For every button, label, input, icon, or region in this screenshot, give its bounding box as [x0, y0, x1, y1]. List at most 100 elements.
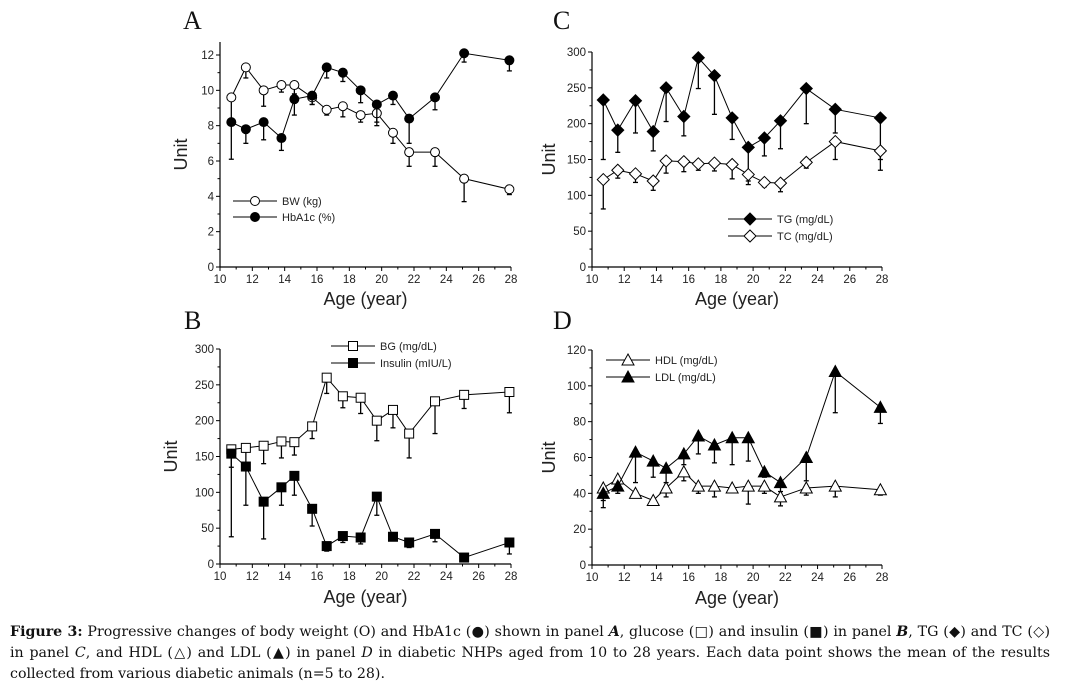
x-axis-label: Age (year): [323, 587, 407, 607]
caption-part: O: [358, 624, 371, 640]
data-point: [240, 442, 251, 453]
data-point: [646, 493, 661, 506]
data-point: [676, 446, 691, 460]
data-point: [725, 111, 739, 125]
data-point: [677, 109, 691, 124]
x-tick-label: 24: [440, 571, 453, 583]
data-point: [799, 81, 813, 96]
data-point: [596, 172, 610, 187]
data-point: [289, 94, 300, 105]
data-point: [240, 124, 251, 135]
data-point: [307, 503, 318, 514]
data-point: [430, 92, 441, 103]
y-tick-label: 2: [208, 227, 214, 239]
series-line: [603, 141, 881, 184]
data-point: [628, 486, 643, 499]
panel-letter-c: C: [553, 6, 571, 35]
legend-label: Insulin (mIU/L): [380, 358, 452, 370]
x-tick-label: 16: [682, 572, 695, 584]
y-tick-label: 40: [573, 488, 586, 500]
data-point: [611, 123, 625, 137]
panel-letter-a: A: [183, 6, 202, 35]
data-point: [371, 415, 382, 426]
data-point: [504, 184, 515, 195]
data-point: [289, 80, 300, 91]
y-tick-label: 200: [195, 416, 214, 428]
caption-text: Progressive changes of body weight (O) a…: [10, 624, 1050, 682]
data-point: [240, 62, 251, 73]
caption-part: △: [172, 645, 187, 661]
data-point: [404, 113, 415, 124]
data-point: [504, 55, 515, 66]
x-axis-label: Age (year): [323, 289, 407, 309]
y-tick-label: 0: [208, 559, 214, 571]
x-tick-label: 10: [214, 274, 227, 286]
y-axis-label: Unit: [161, 440, 181, 472]
data-point: [828, 364, 843, 377]
data-point: [430, 147, 441, 158]
x-tick-label: 26: [472, 571, 485, 583]
data-point: [321, 62, 332, 73]
data-point: [289, 437, 300, 448]
data-point: [258, 85, 269, 96]
data-point: [691, 157, 706, 171]
data-point: [677, 154, 691, 169]
data-point: [307, 90, 318, 101]
data-point: [459, 389, 470, 400]
data-point: [226, 92, 237, 103]
data-point: [226, 117, 237, 128]
data-point: [773, 489, 788, 503]
data-point: [828, 102, 842, 117]
x-tick-label: 24: [440, 274, 453, 286]
data-point: [504, 387, 515, 397]
y-tick-label: 20: [573, 524, 586, 536]
data-point: [321, 104, 332, 115]
legend-label: HbA1c (%): [282, 212, 335, 224]
series-bw: [226, 62, 515, 203]
caption-part: , glucose (: [619, 624, 695, 640]
figure: A C B D 10 12 14 16 18 20 22 24 26 28 0 2 4 6 8 10 12 Age…: [161, 6, 888, 608]
x-tick-label: 20: [747, 572, 760, 584]
data-point: [430, 396, 441, 407]
data-point: [371, 99, 382, 110]
y-tick-label: 100: [567, 381, 586, 393]
data-point: [676, 464, 691, 478]
legend-marker: [743, 212, 757, 226]
data-point: [757, 131, 772, 145]
x-tick-label: 28: [505, 274, 518, 286]
data-point: [646, 124, 660, 139]
series-ldl: [596, 364, 888, 509]
x-tick-label: 16: [682, 274, 695, 286]
x-tick-label: 20: [747, 274, 760, 286]
data-point: [757, 479, 772, 492]
caption-part: A: [608, 624, 620, 640]
x-tick-label: 26: [843, 274, 856, 286]
legend-label: LDL (mg/dL): [655, 372, 716, 384]
y-tick-label: 150: [567, 155, 586, 167]
x-tick-label: 14: [650, 572, 663, 584]
caption-part: , and HDL (: [85, 645, 173, 661]
data-point: [725, 157, 739, 172]
y-tick-label: 4: [208, 191, 215, 203]
x-tick-label: 12: [618, 572, 631, 584]
data-point: [659, 154, 673, 168]
x-tick-label: 12: [246, 274, 259, 286]
caption-part: ) and TC (: [960, 624, 1033, 640]
y-tick-label: 300: [195, 344, 214, 356]
x-tick-label: 12: [246, 571, 259, 583]
data-point: [741, 430, 756, 444]
series-line: [602, 56, 881, 149]
data-point: [659, 461, 673, 474]
data-point: [691, 428, 706, 442]
series-line: [230, 66, 510, 190]
legend-marker: [621, 369, 635, 383]
data-point: [321, 541, 332, 552]
legend-marker: [348, 358, 358, 368]
panel-c: 10 12 14 16 18 20 22 24 26 28 0 50 100 150 200 250 300 Ag…: [539, 47, 888, 309]
caption-part: , TG (: [908, 624, 949, 640]
caption-part: ◆: [948, 624, 961, 640]
data-point: [799, 450, 814, 463]
y-tick-label: 10: [201, 85, 214, 97]
data-point: [226, 448, 237, 459]
